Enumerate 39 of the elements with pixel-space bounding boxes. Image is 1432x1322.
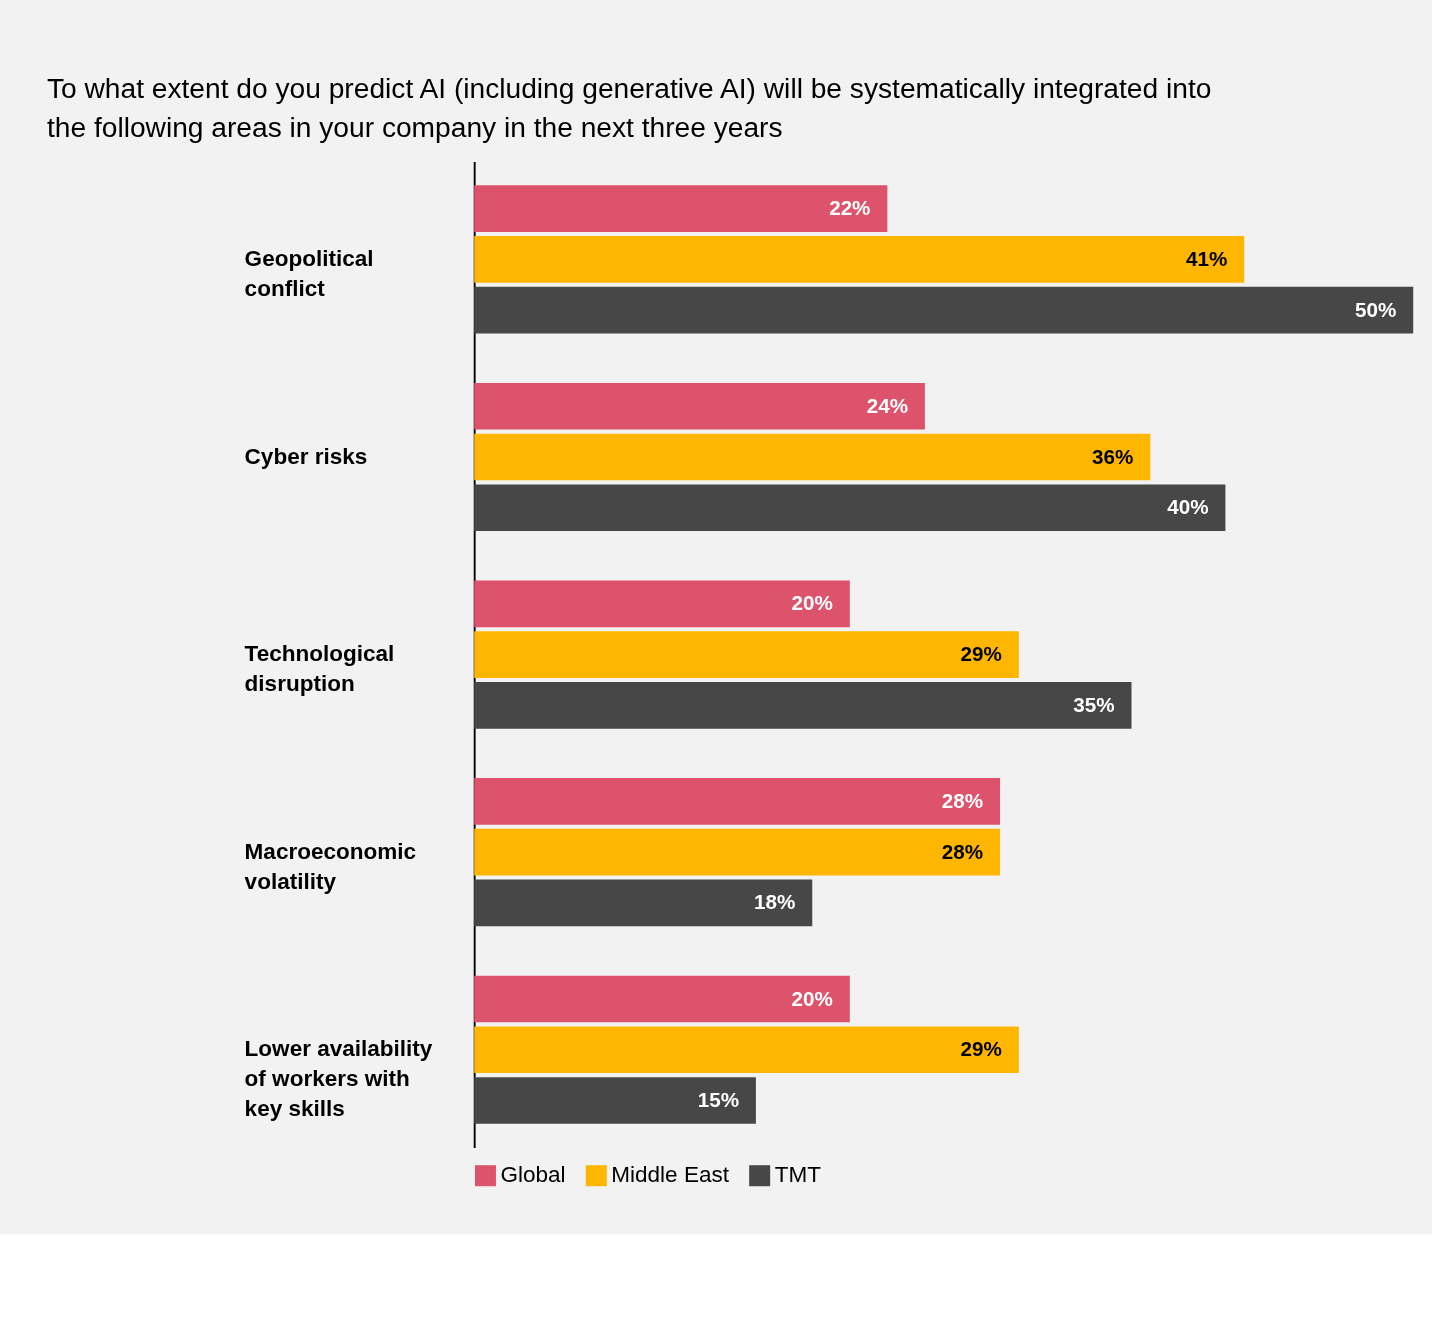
data-label: 28% bbox=[941, 788, 984, 812]
data-label: 28% bbox=[941, 839, 984, 863]
data-label: 20% bbox=[791, 591, 833, 615]
data-label: 22% bbox=[829, 196, 871, 220]
bar bbox=[474, 433, 1151, 481]
y-tick-label: Geopolitical conflict bbox=[244, 245, 374, 302]
bar bbox=[474, 631, 1019, 678]
legend-label: Middle East bbox=[611, 1162, 730, 1188]
bar bbox=[474, 185, 888, 232]
bar bbox=[474, 1026, 1019, 1074]
bar bbox=[474, 236, 1245, 283]
data-label: 15% bbox=[697, 1088, 740, 1112]
bar bbox=[474, 382, 925, 430]
data-label: 36% bbox=[1092, 444, 1134, 468]
y-tick-label: Technological disruption bbox=[244, 641, 395, 697]
legend-label: Global bbox=[500, 1162, 566, 1188]
bar bbox=[474, 975, 850, 1023]
data-label: 41% bbox=[1185, 246, 1228, 270]
y-tick-label: Macroeconomic volatility bbox=[244, 838, 417, 894]
data-label: 18% bbox=[754, 890, 796, 914]
bar bbox=[474, 286, 1414, 334]
bar bbox=[474, 828, 1001, 876]
bar bbox=[474, 580, 850, 628]
bar bbox=[474, 879, 813, 927]
bar bbox=[474, 778, 1001, 825]
legend-label: TMT bbox=[774, 1162, 822, 1188]
data-label: 29% bbox=[960, 642, 1002, 666]
data-label: 24% bbox=[866, 393, 909, 417]
y-tick-label: Cyber risks bbox=[244, 443, 368, 469]
data-label: 50% bbox=[1355, 297, 1397, 321]
bar bbox=[474, 1077, 756, 1124]
data-label: 35% bbox=[1073, 692, 1115, 716]
bar bbox=[474, 681, 1132, 729]
bar bbox=[474, 484, 1226, 532]
y-tick-label: Lower availability of workers with key skills bbox=[244, 1036, 433, 1122]
data-label: 20% bbox=[791, 986, 833, 1010]
data-label: 40% bbox=[1167, 495, 1209, 519]
data-label: 29% bbox=[960, 1037, 1002, 1061]
chart-title: To what extent do you predict AI (including generative AI) will be systematically integrated into the following areas in your company in the next three years bbox=[46, 71, 1212, 144]
